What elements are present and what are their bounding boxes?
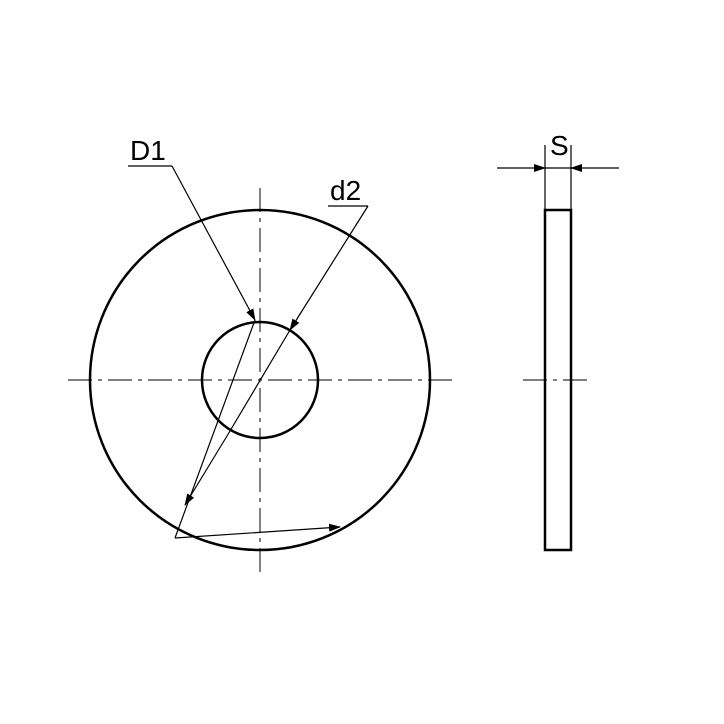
technical-drawing: D1 d2 S xyxy=(0,0,724,724)
dimension-label-d2: d2 xyxy=(330,175,361,206)
dimension-label-d1: D1 xyxy=(130,135,166,166)
dimension-label-s: S xyxy=(550,130,569,161)
